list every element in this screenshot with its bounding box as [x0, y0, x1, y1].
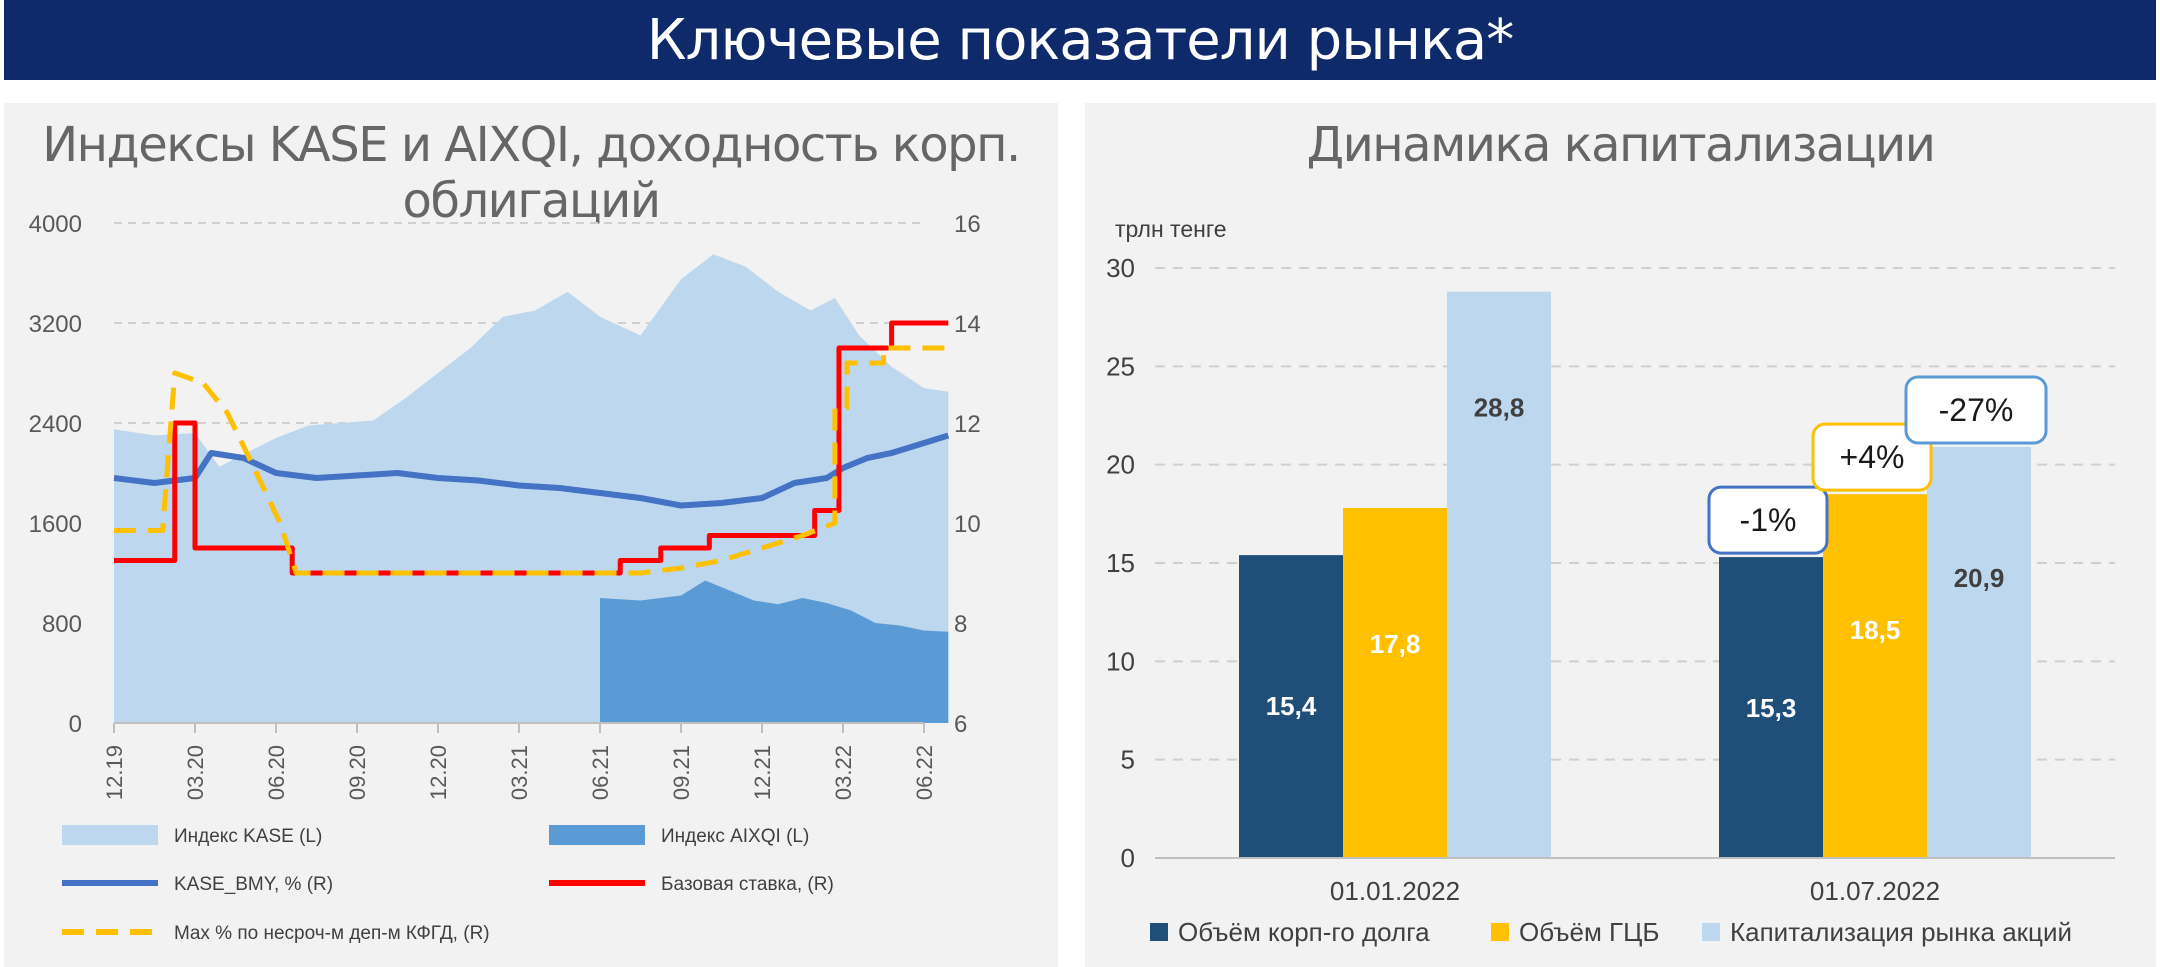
annotation-box: [1811, 422, 1933, 492]
x-tick-label: 09.20: [345, 745, 370, 800]
x-tick-label: 09.21: [669, 745, 694, 800]
bar-value-label: 15,4: [1266, 691, 1317, 721]
y-left-tick-label: 800: [42, 611, 82, 638]
right-chart-title: Динамика капитализации: [1306, 117, 1936, 173]
legend-item: Капитализация рынка акций: [1702, 917, 2072, 947]
bar: [1447, 291, 1551, 859]
legend-swatch: [1491, 923, 1509, 941]
y-tick-label: 10: [1106, 646, 1135, 676]
x-tick-label: 06.20: [264, 745, 289, 800]
series-line-3: [114, 320, 949, 576]
right-chart-svg: трлн тенге 0 5 10 15 20 25 30 15,4 17,8 28,8 01.01.…: [1106, 216, 2115, 947]
legend-label: KASE_BMY, % (R): [174, 874, 333, 895]
y-left-tick-label: 2400: [29, 411, 82, 438]
y-axis-unit-label: трлн тенге: [1115, 216, 1227, 242]
legend-item: Базовая ставка, (R): [549, 874, 834, 895]
bar-value-label: 15,3: [1746, 693, 1797, 723]
y-right-tick-label: 16: [954, 211, 981, 238]
bar-value-label: 20,9: [1954, 563, 2005, 593]
y-right-tick-label: 8: [954, 611, 967, 638]
x-tick-label: 03.22: [831, 745, 856, 800]
bar-value-label: 18,5: [1850, 615, 1901, 645]
legend-item: Индекс KASE (L): [62, 825, 322, 847]
change-annotation: -27%: [1904, 375, 2048, 445]
annotation-text: +4%: [1840, 439, 1905, 475]
bar: [1239, 555, 1343, 858]
series-line-2: [113, 432, 950, 509]
legend-swatch: [62, 825, 158, 845]
legend-label: Базовая ставка, (R): [661, 874, 834, 895]
bar: [1823, 494, 1927, 858]
annotation-text: -27%: [1939, 392, 2014, 428]
right-chart-panel: Динамика капитализации трлн тенге 0 5 10 15 2…: [1085, 103, 2156, 967]
legend-swatch: [1150, 923, 1168, 941]
legend-item: Индекс AIXQI (L): [549, 825, 809, 847]
page-banner: Ключевые показатели рынка*: [4, 0, 2156, 80]
series-line-4: [114, 345, 949, 576]
bar-value-label: 17,8: [1370, 629, 1421, 659]
x-tick-label: 03.21: [507, 745, 532, 800]
legend-label: Объём ГЦБ: [1519, 917, 1659, 947]
x-tick-label: 12.19: [102, 745, 127, 800]
y-tick-label: 0: [1121, 843, 1135, 873]
y-tick-label: 25: [1106, 351, 1135, 381]
legend-swatch: [1702, 923, 1720, 941]
left-chart-panel: Индексы KASE и AIXQI, доходность корп. о…: [4, 103, 1058, 967]
annotation-text: -1%: [1740, 502, 1797, 538]
series-area-1: [600, 580, 949, 723]
x-category-label: 01.07.2022: [1810, 876, 1940, 906]
legend-item: Объём корп-го долга: [1150, 917, 1430, 947]
bar: [1343, 507, 1447, 858]
legend-label: Капитализация рынка акций: [1730, 917, 2072, 947]
x-tick-label: 06.21: [588, 745, 613, 800]
legend-item: Объём ГЦБ: [1491, 917, 1659, 947]
y-right-tick-label: 6: [954, 711, 967, 738]
y-tick-label: 30: [1106, 253, 1135, 283]
banner-title: Ключевые показатели рынка*: [646, 7, 1514, 73]
bar: [1719, 557, 1823, 858]
legend-item: Max % по несроч-м деп-м КФГД, (R): [62, 923, 490, 944]
annotation-box: [1707, 485, 1829, 555]
y-left-tick-label: 3200: [29, 311, 82, 338]
legend-label: Объём корп-го долга: [1178, 917, 1430, 947]
x-category-label: 01.01.2022: [1330, 876, 1460, 906]
x-tick-label: 12.20: [426, 745, 451, 800]
annotation-box: [1904, 375, 2048, 445]
bar-value-label: 28,8: [1474, 393, 1525, 423]
x-tick-label: 12.21: [750, 745, 775, 800]
legend-label: Max % по несроч-м деп-м КФГД, (R): [174, 923, 490, 944]
legend-label: Индекс AIXQI (L): [661, 826, 809, 847]
y-right-tick-label: 12: [954, 411, 981, 438]
y-tick-label: 15: [1106, 548, 1135, 578]
left-chart-title: Индексы KASE и AIXQI, доходность корп. о…: [42, 117, 1021, 229]
y-tick-label: 5: [1121, 745, 1135, 775]
y-right-tick-label: 14: [954, 311, 981, 338]
y-right-tick-label: 10: [954, 511, 981, 538]
change-annotation: -1%: [1707, 485, 1829, 555]
change-annotation: +4%: [1811, 422, 1933, 492]
y-tick-label: 20: [1106, 450, 1135, 480]
left-chart-svg: 0 800 1600 2400 3200 4000 6 8 10 12 14 16 12.19 03.20…: [29, 211, 981, 944]
legend-label: Индекс KASE (L): [174, 826, 322, 847]
legend-swatch: [549, 825, 645, 845]
bar: [1927, 446, 2031, 858]
y-left-tick-label: 4000: [29, 211, 82, 238]
x-tick-label: 06.22: [912, 745, 937, 800]
x-tick-label: 03.20: [183, 745, 208, 800]
y-left-tick-label: 0: [69, 711, 82, 738]
legend-item: KASE_BMY, % (R): [62, 874, 333, 895]
y-left-tick-label: 1600: [29, 511, 82, 538]
